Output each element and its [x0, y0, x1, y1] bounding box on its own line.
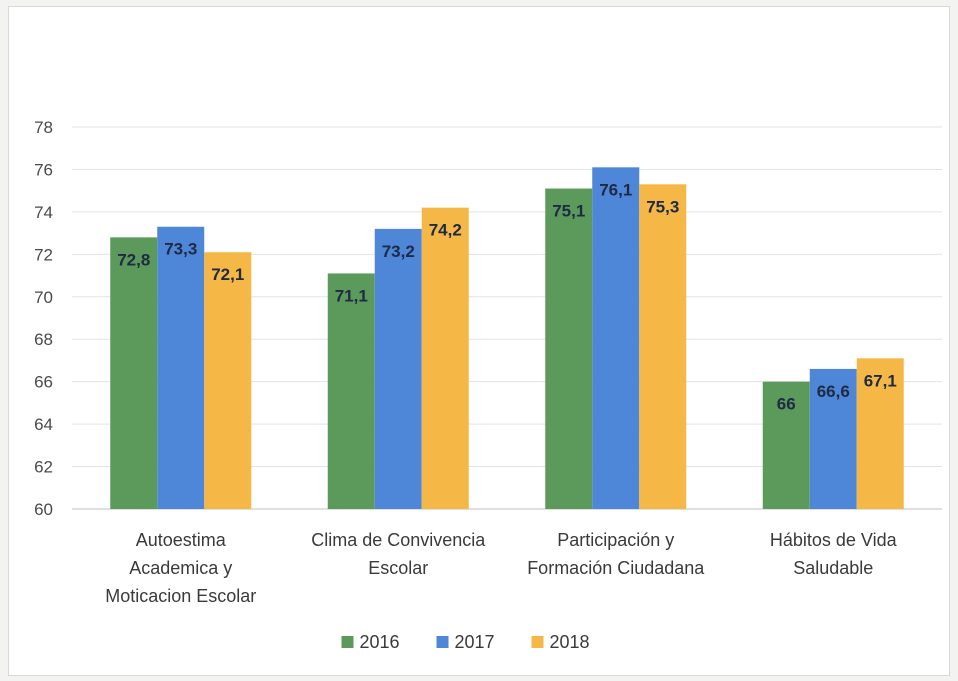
bar: [639, 184, 687, 510]
y-tick-label: 76: [34, 160, 53, 179]
y-tick-label: 72: [34, 245, 53, 264]
bar: [809, 368, 857, 509]
bar: [374, 228, 422, 509]
legend-swatch: [436, 636, 449, 648]
legend-label: 2017: [455, 632, 495, 652]
legend-label: 2016: [360, 632, 400, 652]
bar: [592, 167, 640, 510]
data-label: 76,1: [599, 180, 632, 199]
y-tick-label: 66: [34, 373, 53, 392]
y-tick-label: 60: [34, 500, 53, 519]
data-label: 66,6: [817, 382, 850, 401]
bar: [327, 273, 375, 509]
category-label: Participación y: [557, 530, 674, 550]
data-label: 75,1: [552, 202, 585, 221]
y-tick-label: 68: [34, 330, 53, 349]
category-label: Escolar: [368, 558, 428, 578]
bar: [762, 381, 810, 509]
category-label: Formación Ciudadana: [527, 558, 705, 578]
category-label: Academica y: [129, 558, 232, 578]
legend-swatch: [341, 636, 354, 648]
bar: [545, 188, 593, 510]
data-label: 72,8: [117, 250, 150, 269]
y-tick-label: 74: [34, 203, 53, 222]
data-label: 67,1: [864, 371, 897, 390]
data-label: 73,3: [164, 240, 197, 259]
category-label: Moticacion Escolar: [105, 586, 256, 606]
data-label: 66: [777, 395, 796, 414]
y-tick-label: 78: [34, 118, 53, 137]
data-label: 74,2: [429, 221, 462, 240]
y-tick-label: 64: [34, 415, 53, 434]
y-tick-label: 70: [34, 288, 53, 307]
bar: [856, 358, 904, 509]
y-tick-label: 62: [34, 458, 53, 477]
data-label: 75,3: [646, 197, 679, 216]
bar: [421, 207, 469, 509]
bar: [157, 226, 205, 509]
category-label: Hábitos de Vida: [770, 530, 898, 550]
category-label: Clima de Convivencia: [311, 530, 486, 550]
data-label: 72,1: [211, 265, 244, 284]
category-label: Saludable: [793, 558, 873, 578]
bar: [110, 237, 158, 509]
data-label: 73,2: [382, 242, 415, 261]
category-label: Autoestima: [136, 530, 227, 550]
legend-swatch: [531, 636, 544, 648]
legend-label: 2018: [550, 632, 590, 652]
bar: [204, 252, 252, 509]
data-label: 71,1: [335, 286, 368, 305]
